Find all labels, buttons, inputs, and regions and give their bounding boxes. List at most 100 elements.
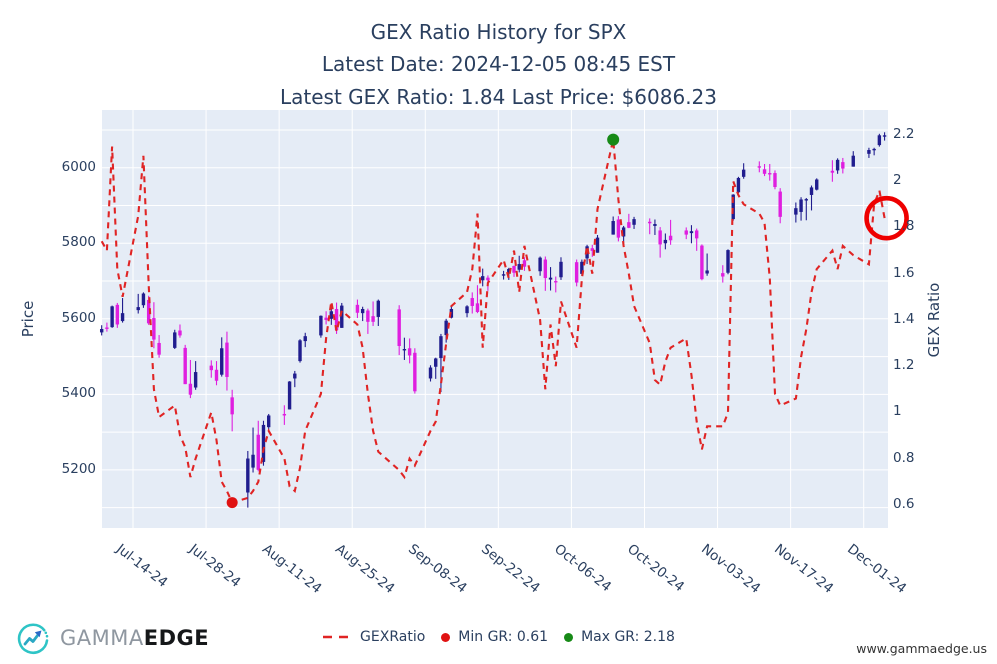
candle-body <box>538 257 542 272</box>
candle-body <box>616 219 621 238</box>
candle-body <box>439 336 443 359</box>
max-gr-dot-icon <box>564 632 574 642</box>
candle-body <box>209 365 213 371</box>
candle-body <box>872 148 876 151</box>
candle-body <box>736 177 741 193</box>
candle-body <box>141 293 146 306</box>
candle-body <box>480 276 485 281</box>
candle-body <box>193 372 198 388</box>
candle-body <box>105 327 109 329</box>
candle-body <box>334 308 339 331</box>
candle-body <box>595 237 600 253</box>
candle-body <box>804 199 808 201</box>
candle-body <box>120 313 125 322</box>
candle-body <box>402 349 407 351</box>
candle-body <box>157 342 161 355</box>
candle-body <box>741 169 746 177</box>
candle-body <box>658 230 662 245</box>
candle-body <box>851 155 855 167</box>
candle-body <box>684 230 688 235</box>
candle-body <box>173 332 177 348</box>
candle-body <box>475 303 480 313</box>
price-tick-label: 5400 <box>61 385 96 402</box>
candle-body <box>298 340 302 362</box>
legend-item-min-gr: Min GR: 0.61 <box>441 629 548 645</box>
site-url-link[interactable]: www.gammaedge.us <box>856 641 987 656</box>
candle-body <box>293 373 297 379</box>
candle-body <box>360 308 365 314</box>
candle-body <box>627 222 631 228</box>
candle-body <box>621 227 626 237</box>
candle-body <box>543 259 548 279</box>
candle-body <box>303 336 307 342</box>
candle-body <box>152 318 156 340</box>
latest-value-highlight-circle <box>864 195 909 241</box>
candle-body <box>700 245 704 280</box>
gex-tick-label: 0.8 <box>893 449 915 466</box>
gex-tick-label: 1 <box>893 403 902 420</box>
candle-body <box>648 221 652 224</box>
candle-body <box>183 347 187 385</box>
candle-body <box>256 434 260 470</box>
min-gr-marker <box>226 497 238 509</box>
gex-tick-label: 0.6 <box>893 495 915 512</box>
candle-body <box>663 239 668 244</box>
gex-tick-label: 1.6 <box>893 264 915 281</box>
candle-body <box>882 135 887 137</box>
legend-item-gexratio: GEXRatio <box>322 629 425 645</box>
candle-body <box>319 315 323 336</box>
gex-tick-label: 1.8 <box>893 218 915 235</box>
candle-body <box>731 194 735 220</box>
candle-body <box>721 273 725 277</box>
candle-body <box>110 306 114 328</box>
candle-body <box>413 352 417 392</box>
candle-body <box>470 298 474 306</box>
candle-body <box>773 173 777 188</box>
gex-axis-title: GEX Ratio <box>925 282 943 358</box>
candle-body <box>668 235 673 241</box>
candle-body <box>522 260 527 267</box>
candle-body <box>768 173 772 175</box>
legend-gexratio-label: GEXRatio <box>360 629 426 645</box>
price-tick-label: 5800 <box>61 234 96 251</box>
candle-body <box>251 454 255 468</box>
candle-body <box>841 162 845 169</box>
candle-body <box>146 299 151 324</box>
candle-body <box>548 277 553 280</box>
candle-body <box>407 348 412 356</box>
min-gr-dot-icon <box>441 632 451 642</box>
candle-body <box>99 329 104 333</box>
candle-body <box>225 342 229 377</box>
candle-body <box>115 304 120 325</box>
candle-body <box>220 348 224 375</box>
candle-body <box>340 305 344 328</box>
chart-title: GEX Ratio History for SPX <box>370 20 627 44</box>
gexratio-dash-icon <box>323 635 352 639</box>
gammaedge-logo: GAMMAEDGE <box>14 619 209 657</box>
brand-edge: EDGE <box>143 626 210 650</box>
price-tick-label: 6000 <box>61 158 96 175</box>
candle-body <box>762 169 767 174</box>
brand-gamma: GAMMA <box>60 626 144 650</box>
candle-body <box>486 277 490 281</box>
candle-body <box>554 281 558 283</box>
price-tick-label: 5600 <box>61 309 96 326</box>
legend: GEXRatio Min GR: 0.61 Max GR: 2.18 <box>0 629 997 645</box>
max-gr-marker <box>607 133 620 146</box>
candle-body <box>397 309 401 346</box>
candle-body <box>694 230 699 239</box>
candle-body <box>632 219 636 225</box>
gex-tick-label: 1.2 <box>893 357 915 374</box>
candle-body <box>366 310 370 322</box>
candle-body <box>282 413 287 416</box>
candle-body <box>324 317 328 320</box>
candle-body <box>444 320 448 336</box>
candle-body <box>507 268 511 274</box>
candle-body <box>267 415 271 428</box>
candle-body <box>778 191 782 217</box>
legend-min-label: Min GR: 0.61 <box>458 629 549 645</box>
candle-body <box>465 306 469 314</box>
gexratio-line <box>100 139 886 504</box>
gex-tick-label: 2.2 <box>893 125 915 142</box>
legend-max-label: Max GR: 2.18 <box>581 629 675 645</box>
